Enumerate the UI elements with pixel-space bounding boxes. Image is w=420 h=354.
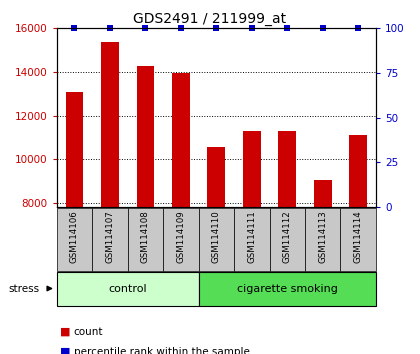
Bar <box>305 208 341 271</box>
Bar <box>128 208 163 271</box>
Text: GSM114112: GSM114112 <box>283 210 292 263</box>
Bar <box>92 208 128 271</box>
Bar <box>314 180 331 207</box>
Text: percentile rank within the sample: percentile rank within the sample <box>74 347 249 354</box>
Text: GSM114106: GSM114106 <box>70 210 79 263</box>
Text: GSM114114: GSM114114 <box>354 210 362 263</box>
Bar <box>349 135 367 207</box>
Bar <box>341 208 376 271</box>
Text: GDS2491 / 211999_at: GDS2491 / 211999_at <box>134 12 286 27</box>
Text: control: control <box>108 284 147 293</box>
Text: ■: ■ <box>60 347 71 354</box>
Bar <box>136 67 154 207</box>
Text: stress: stress <box>8 284 39 293</box>
Bar <box>278 131 296 207</box>
Bar <box>163 208 199 271</box>
Text: GSM114113: GSM114113 <box>318 210 327 263</box>
Bar <box>243 131 261 207</box>
Text: count: count <box>74 327 103 337</box>
Text: GSM114110: GSM114110 <box>212 210 221 263</box>
Bar <box>172 73 190 207</box>
Bar <box>270 208 305 271</box>
Text: GSM114107: GSM114107 <box>105 210 114 263</box>
Bar <box>234 208 270 271</box>
Bar <box>57 272 199 306</box>
Text: GSM114108: GSM114108 <box>141 210 150 263</box>
Text: GSM114111: GSM114111 <box>247 210 256 263</box>
Bar <box>101 42 119 207</box>
Text: GSM114109: GSM114109 <box>176 210 185 263</box>
Bar <box>57 208 92 271</box>
Bar <box>199 208 234 271</box>
Text: ■: ■ <box>60 327 71 337</box>
Bar <box>66 92 83 207</box>
Bar <box>199 272 376 306</box>
Bar <box>207 147 225 207</box>
Text: cigarette smoking: cigarette smoking <box>237 284 338 293</box>
